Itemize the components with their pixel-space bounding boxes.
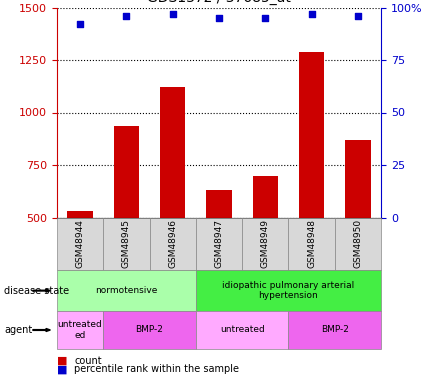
Text: percentile rank within the sample: percentile rank within the sample xyxy=(74,364,240,374)
Text: disease state: disease state xyxy=(4,286,70,296)
Bar xyxy=(114,126,139,218)
Text: GSM48948: GSM48948 xyxy=(307,219,316,268)
Bar xyxy=(160,87,185,218)
Text: GSM48950: GSM48950 xyxy=(353,219,362,268)
Text: BMP-2: BMP-2 xyxy=(321,326,349,334)
Text: count: count xyxy=(74,356,102,366)
Text: ■: ■ xyxy=(57,356,67,366)
Bar xyxy=(345,140,371,218)
Text: agent: agent xyxy=(4,325,32,335)
Bar xyxy=(253,176,278,217)
Text: untreated: untreated xyxy=(220,326,265,334)
Text: ■: ■ xyxy=(57,364,67,374)
Point xyxy=(123,13,130,19)
Bar xyxy=(206,190,232,217)
Point xyxy=(354,13,361,19)
Point xyxy=(262,15,269,21)
Text: GSM48949: GSM48949 xyxy=(261,219,270,268)
Point xyxy=(308,11,315,17)
Bar xyxy=(67,211,93,217)
Point xyxy=(169,11,176,17)
Title: GDS1372 / 37685_at: GDS1372 / 37685_at xyxy=(147,0,291,5)
Text: idiopathic pulmonary arterial
hypertension: idiopathic pulmonary arterial hypertensi… xyxy=(223,281,355,300)
Text: GSM48944: GSM48944 xyxy=(76,219,85,268)
Point xyxy=(77,21,84,27)
Text: BMP-2: BMP-2 xyxy=(136,326,163,334)
Text: GSM48945: GSM48945 xyxy=(122,219,131,268)
Text: GSM48946: GSM48946 xyxy=(168,219,177,268)
Bar xyxy=(299,52,324,217)
Point xyxy=(215,15,223,21)
Text: untreated
ed: untreated ed xyxy=(58,320,102,340)
Text: normotensive: normotensive xyxy=(95,286,158,295)
Text: GSM48947: GSM48947 xyxy=(215,219,223,268)
